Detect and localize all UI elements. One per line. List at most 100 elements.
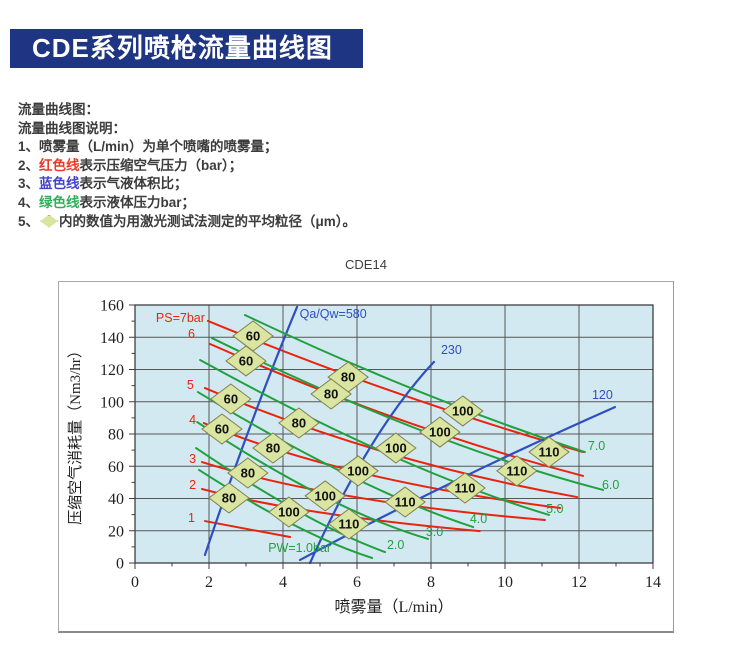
particle-size-value: 100 [314,488,336,503]
particle-size-marker [227,457,269,489]
particle-size-value: 60 [224,392,238,407]
air-pressure-line-label: 2 [189,478,196,492]
liquid-pressure-line-label: 7.0 [588,439,605,453]
page-title-banner: CDE系列喷枪流量曲线图 [10,29,363,68]
page-title: CDE系列喷枪流量曲线图 [32,33,333,63]
y-tick-label: 20 [108,523,124,540]
particle-size-value: 110 [539,445,560,460]
x-tick-label: 2 [205,574,213,591]
particle-size-value: 60 [246,328,260,343]
note-text: 表示压缩空气压力（bar）； [79,157,243,173]
note-item-2: 2、红色线表示压缩空气压力（bar）； [18,157,356,176]
notes-heading: 流量曲线图： [18,102,99,117]
particle-size-marker [310,378,352,410]
particle-size-value: 100 [452,403,474,418]
x-tick-label: 10 [497,574,513,591]
particle-size-value: 60 [239,353,253,368]
x-tick-label: 6 [353,574,361,591]
particle-size-value: 100 [385,441,407,456]
y-tick-label: 100 [100,394,124,411]
x-tick-label: 4 [279,574,287,591]
particle-size-marker [444,472,486,504]
y-tick-label: 0 [116,556,124,573]
note-text: 2、 [18,157,40,173]
liquid-pressure-line-label: 6.0 [602,478,619,492]
chart-title: CDE14 [345,257,387,272]
air-pressure-line-label: 4 [189,413,196,427]
particle-size-marker [496,455,538,487]
particle-size-value: 80 [266,441,280,456]
x-tick-label: 12 [571,574,587,591]
liquid-pressure-line [210,337,605,491]
liquid-pressure-line-label: 4.0 [470,512,487,526]
note-text: 表示液体压力bar； [79,194,196,210]
particle-size-value: 110 [455,481,476,496]
note-text: 4、 [18,194,40,210]
particle-size-marker [225,345,267,377]
notes-block: 流量曲线图： 流量曲线图说明： 1、喷雾量（L/min）为单个喷嘴的喷雾量； 2、… [18,101,356,231]
particle-size-marker [528,436,570,468]
note-item-5: 5、 内的数值为用激光测试法测定的平均粒径（μm）。 [18,213,356,232]
air-pressure-line-label: 6 [188,327,195,341]
particle-size-value: 80 [241,466,255,481]
notes-items: 1、喷雾量（L/min）为单个喷嘴的喷雾量； 2、红色线表示压缩空气压力（bar）… [18,138,356,231]
note-text: 3、 [18,176,40,192]
note-item-3: 3、蓝色线表示气液体积比； [18,175,356,194]
ratio-line [203,305,299,557]
x-tick-label: 0 [131,574,139,591]
particle-size-marker [419,416,461,448]
particle-size-marker [375,432,417,464]
particle-size-marker [384,486,426,518]
y-tick-label: 120 [100,362,124,379]
y-tick-label: 40 [108,491,124,508]
y-tick-label: 140 [100,330,124,347]
liquid-pressure-line-label: 5.0 [546,502,563,516]
x-tick-label: 14 [645,574,661,591]
particle-size-value: 80 [292,416,306,431]
air-pressure-line-label: PS=7bar [156,311,205,325]
x-axis-title: 喷雾量（L/min） [334,598,453,616]
particle-size-marker [337,455,379,487]
note-text: 内的数值为用激光测试法测定的平均粒径（μm）。 [59,213,357,229]
y-axis-title: 压缩空气消耗量（Nm3/hr） [67,343,84,525]
liquid-pressure-line [243,313,586,454]
x-tick-label: 8 [427,574,435,591]
air-pressure-line-label: 3 [189,452,196,466]
particle-size-value: 80 [324,387,338,402]
particle-size-value: 100 [429,425,451,440]
y-tick-label: 60 [108,459,124,476]
particle-size-value: 110 [338,516,359,531]
particle-size-marker [201,413,243,445]
note-item-1: 1、喷雾量（L/min）为单个喷嘴的喷雾量； [18,138,356,157]
particle-size-value: 80 [222,491,236,506]
notes-subheading: 流量曲线图说明： [18,120,126,136]
particle-size-value: 100 [278,505,300,520]
particle-size-marker [304,480,347,512]
liquid-pressure-line-label: 3.0 [426,525,443,539]
note-item-4: 4、绿色线表示液体压力bar； [18,194,356,213]
particle-size-value: 60 [215,422,229,437]
particle-size-marker [208,482,250,514]
y-tick-label: 80 [108,427,124,444]
note-text: 蓝色线 [39,176,80,192]
air-pressure-line [203,520,292,539]
ratio-line-label: 230 [441,343,462,357]
particle-size-value: 110 [506,463,527,478]
note-text: 1、喷雾量（L/min）为单个喷嘴的喷雾量； [18,139,278,155]
particle-size-value: 100 [347,463,369,478]
ratio-line-label: Qa/Qw=580 [300,307,367,321]
air-pressure-line [209,343,585,477]
particle-size-value: 110 [395,495,416,510]
particle-size-marker [328,508,370,540]
particle-size-marker [441,395,484,427]
liquid-pressure-line-label: PW=1.0bar [268,541,331,555]
note-text: 5、 [18,213,40,229]
particle-size-marker [252,432,294,464]
diamond-marker-icon [40,214,59,228]
note-text: 红色线 [39,157,80,173]
air-pressure-line-label: 1 [188,511,195,525]
air-pressure-line-label: 5 [187,378,194,392]
ratio-line-label: 120 [592,388,613,402]
particle-size-marker [278,407,320,439]
